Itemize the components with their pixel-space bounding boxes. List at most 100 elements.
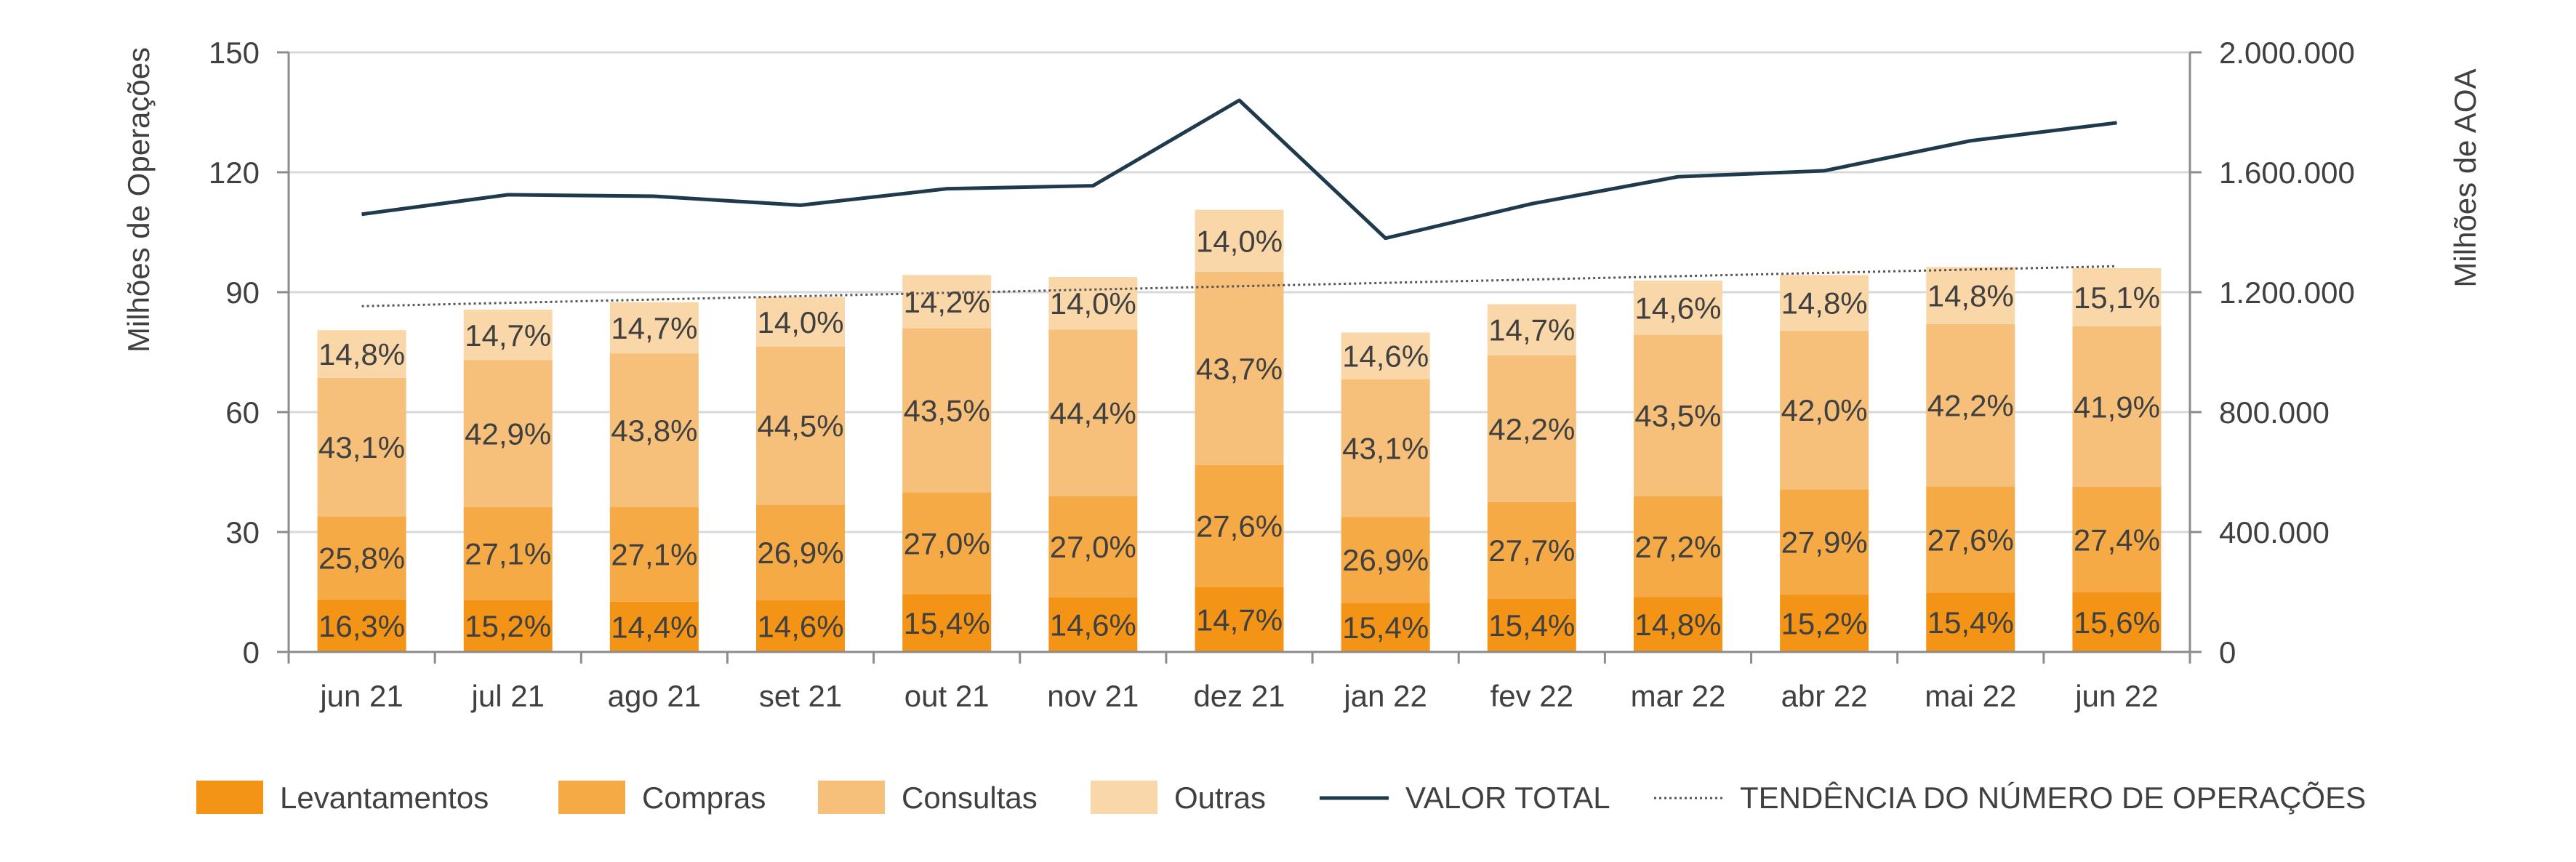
legend-label: Compras [642,781,766,815]
data-label: 14,2% [904,285,990,319]
bar-segment [1487,598,1576,652]
bar-segment [317,516,406,600]
data-label: 14,7% [1488,313,1575,347]
y2-axis-title: Milhões de AOA [2448,68,2482,287]
bar-segment [1633,334,1722,496]
y2-tick-label: 400.000 [2219,515,2330,549]
bar-segment [609,353,699,507]
data-label: 43,8% [611,414,697,448]
legend-label: Consultas [902,781,1038,815]
bar-segment [902,594,992,652]
data-label: 42,9% [465,417,551,451]
bar-segment [1926,592,2015,652]
bar-segment [1633,597,1722,652]
data-label: 43,5% [1634,399,1721,433]
data-label: 14,7% [465,318,551,353]
y-tick-label: 30 [225,515,260,549]
bar-segment [2072,326,2162,487]
left-axis-ticks: 0 30 60 90 120 150 [209,36,289,669]
x-tick-label: jan 22 [1342,679,1427,713]
bar-segment [1633,496,1722,597]
y-tick-label: 90 [225,275,260,310]
data-label: 14,8% [318,337,405,371]
bar-segment [756,297,846,347]
data-label: 43,1% [318,430,405,464]
bar-segment [463,310,553,360]
legend-swatch [1091,781,1157,814]
bar-segment [1487,304,1576,355]
data-label: 14,4% [611,610,697,644]
x-tick-label: set 21 [759,679,842,713]
bar-segment [317,330,406,378]
bar-segment [1780,331,1869,490]
data-label: 15,4% [1342,611,1429,645]
bar-segment [1195,464,1284,587]
valor-total-point [1970,140,1971,142]
legend-swatch [818,781,885,814]
bar-segment [1048,597,1138,652]
data-label: 27,7% [1488,533,1575,568]
valor-total-point [507,194,509,196]
bar-segment [2072,592,2162,652]
y-tick-label: 120 [209,156,260,190]
x-tick-label: jun 22 [2074,679,2158,713]
data-label: 15,4% [1488,608,1575,643]
data-label: 43,5% [904,394,990,428]
bar-segment [2072,268,2162,326]
bar-segment [1048,329,1138,496]
legend-swatch [196,781,263,814]
legend: Levantamentos Compras Consultas Outras VALOR… [196,781,2366,815]
y-tick-label: 0 [243,635,260,669]
data-label: 27,9% [1781,525,1868,560]
bar-segment [1487,355,1576,502]
data-label: 14,6% [757,609,843,643]
data-label: 42,2% [1488,412,1575,446]
bar-segment [1341,332,1430,379]
legend-label: VALOR TOTAL [1405,781,1610,815]
valor-total-point [1823,170,1825,172]
x-tick-label: nov 21 [1047,679,1139,713]
data-label: 14,7% [611,311,697,345]
data-label: 15,2% [465,609,551,643]
data-label: 27,6% [1927,523,2014,557]
data-label: 14,8% [1781,286,1868,321]
valor-total-line-group [361,98,2117,241]
y2-tick-label: 2.000.000 [2219,36,2355,70]
bar-segment [1926,323,2015,487]
legend-label: Levantamentos [280,781,489,815]
bar-segment [756,346,846,505]
data-label: 14,0% [1050,286,1136,321]
data-label: 14,6% [1342,339,1429,374]
data-label: 14,0% [1196,224,1283,258]
bar-segment [609,507,699,602]
data-label: 15,1% [2074,281,2160,315]
x-axis-ticks: jun 21 jul 21 ago 21 set 21 out 21 nov 21 dez … [287,652,2191,713]
data-label: 44,4% [1050,396,1136,430]
y2-tick-label: 1.600.000 [2219,156,2355,190]
bar-segment [463,507,553,600]
bars [317,209,2162,652]
legend-label: Outras [1174,781,1266,815]
bar-segment [902,275,992,329]
data-label: 43,7% [1196,352,1283,386]
bar-segment [1195,209,1284,272]
bar-labels: 16,3% 25,8% 43,1% 14,8% 15,2% 27,1% 42,9% 14,7%… [318,224,2160,645]
bar-segment [1487,502,1576,599]
x-tick-label: jul 21 [470,679,545,713]
data-label: 27,0% [904,526,990,560]
bar-segment [609,302,699,354]
data-label: 14,0% [757,305,843,339]
data-label: 27,6% [1196,509,1283,544]
bar-segment [1780,275,1869,331]
data-label: 15,4% [904,606,990,640]
bar-segment [1048,496,1138,597]
bar-segment [756,504,846,600]
data-label: 27,2% [1634,530,1721,564]
bar-segment [1341,379,1430,517]
data-label: 42,2% [1927,388,2014,422]
data-label: 27,4% [2074,523,2160,557]
data-label: 14,8% [1634,608,1721,642]
bar-segment [317,377,406,517]
